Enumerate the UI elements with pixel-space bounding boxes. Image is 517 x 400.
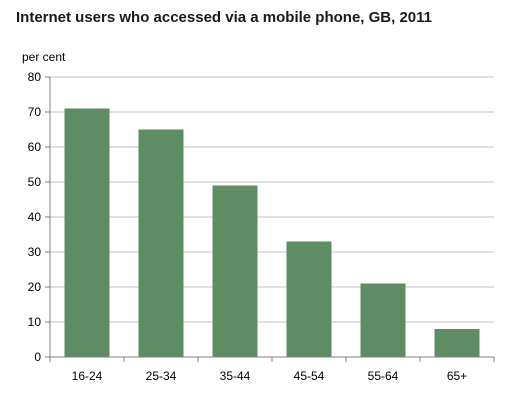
y-tick-label: 20	[28, 280, 42, 294]
y-axis-unit-label: per cent	[22, 50, 66, 64]
chart-title: Internet users who accessed via a mobile…	[16, 9, 432, 26]
x-tick-label: 16-24	[72, 369, 103, 383]
bar	[138, 129, 184, 357]
y-tick-label: 10	[28, 315, 42, 329]
y-tick-label: 30	[28, 245, 42, 259]
bar	[64, 108, 110, 357]
x-tick-label: 25-34	[146, 369, 177, 383]
bar	[360, 283, 406, 357]
bar	[212, 185, 258, 357]
x-tick-label: 65+	[447, 369, 467, 383]
y-tick-label: 80	[28, 70, 42, 84]
x-tick-label: 55-64	[368, 369, 399, 383]
y-tick-label: 50	[28, 175, 42, 189]
bar	[434, 329, 480, 357]
bar	[286, 241, 332, 357]
y-tick-label: 70	[28, 105, 42, 119]
y-tick-label: 0	[34, 350, 41, 364]
x-tick-label: 45-54	[294, 369, 325, 383]
y-tick-label: 60	[28, 140, 42, 154]
x-tick-label: 35-44	[220, 369, 251, 383]
y-tick-label: 40	[28, 210, 42, 224]
